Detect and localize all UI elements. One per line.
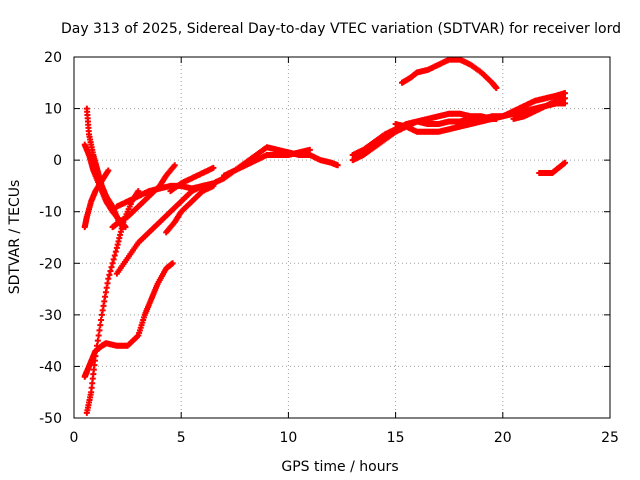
series-arc-15 [399,56,500,91]
data-point [561,95,568,102]
series-arc-10 [167,164,217,195]
x-tick-label: 15 [387,430,405,446]
x-tick-label: 20 [494,430,512,446]
series-arc-7 [113,182,206,277]
y-tick-label: -30 [39,308,62,324]
y-tick-label: 0 [53,153,62,169]
data-point [334,162,341,169]
data-point [96,327,103,334]
data-point [112,248,119,255]
y-tick-label: 10 [44,102,62,118]
data-point [561,100,568,107]
data-point [98,317,105,324]
data-point [111,252,118,259]
series-arc-4 [81,260,176,380]
y-tick-label: -50 [39,411,62,427]
data-point [171,162,178,169]
data-point [106,271,113,278]
data-point [561,90,568,97]
data-point [493,115,500,122]
plot-frame [73,56,611,419]
data-point [105,275,112,282]
series-arc-6 [109,162,178,231]
data-point [169,260,176,267]
y-tick-label: 20 [44,50,62,66]
y-tick-label: -10 [39,205,62,221]
series-arc-17 [510,95,568,122]
x-axis-label: GPS time / hours [281,459,398,475]
data-point [97,322,104,329]
data-point [92,353,99,360]
data-point [93,347,100,354]
data-points [81,56,568,416]
data-point [107,268,114,275]
x-tick-label: 5 [177,430,186,446]
series-arc-9 [163,182,217,236]
x-tick-label: 10 [279,430,297,446]
series-arc-5 [83,188,142,416]
data-point [108,264,115,271]
series-arc-16 [536,159,568,177]
series-arc-11 [221,144,341,179]
data-point [210,164,217,171]
series-arc-13 [349,90,568,164]
data-point [135,188,142,195]
data-point [95,332,102,339]
data-point [306,146,313,153]
y-tick-label: -40 [39,359,62,375]
y-tick-label: -20 [39,256,62,272]
data-point [94,337,101,344]
data-point [110,256,117,263]
y-axis-label: SDTVAR / TECUs [7,180,23,295]
data-point [94,342,101,349]
series-arc-14 [392,115,500,135]
data-point [105,167,112,174]
data-point [109,260,116,267]
data-point [561,159,568,166]
data-point [493,84,500,91]
data-point [210,182,217,189]
chart-title: Day 313 of 2025, Sidereal Day-to-day VTE… [61,21,621,37]
x-tick-label: 0 [70,430,79,446]
x-tick-label: 25 [601,430,619,446]
